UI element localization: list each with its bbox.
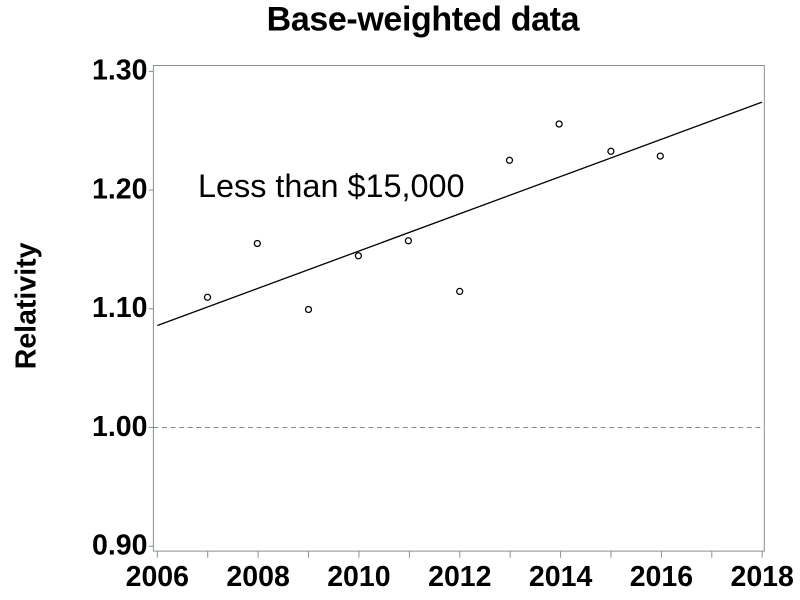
svg-text:2006: 2006 [126, 561, 189, 593]
svg-text:2014: 2014 [529, 561, 593, 593]
svg-text:2010: 2010 [327, 561, 390, 593]
svg-text:1.00: 1.00 [92, 411, 147, 443]
svg-text:1.10: 1.10 [92, 292, 147, 324]
svg-text:Less than $15,000: Less than $15,000 [198, 168, 465, 204]
svg-text:1.20: 1.20 [92, 173, 147, 205]
svg-text:2018: 2018 [730, 561, 793, 593]
svg-text:Relativity: Relativity [10, 242, 42, 369]
svg-text:1.30: 1.30 [92, 55, 147, 87]
svg-text:2012: 2012 [428, 561, 491, 593]
svg-text:0.90: 0.90 [92, 530, 147, 562]
svg-text:Base-weighted data: Base-weighted data [267, 1, 581, 39]
svg-text:2016: 2016 [630, 561, 693, 593]
svg-text:2008: 2008 [226, 561, 289, 593]
